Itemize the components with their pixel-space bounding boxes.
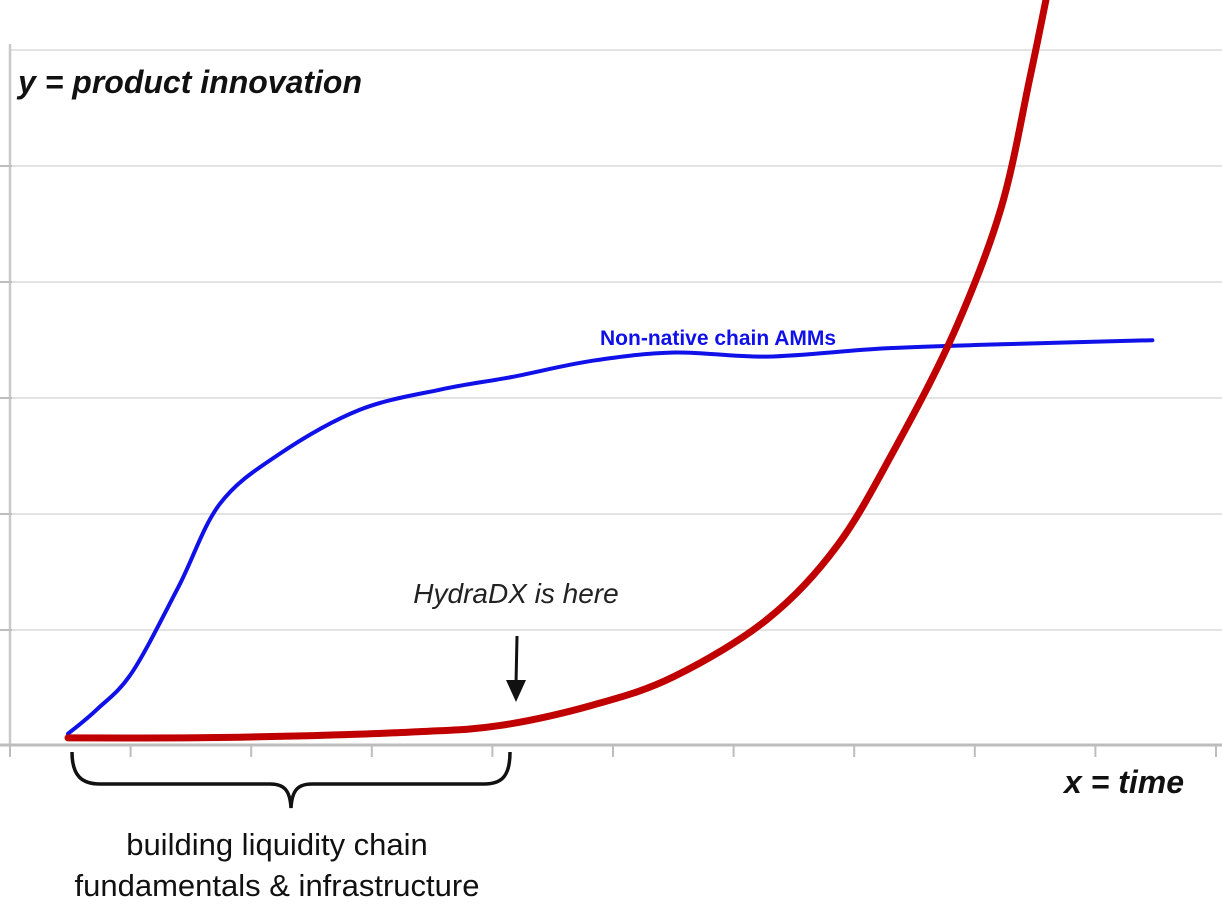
hydradx-annotation: HydraDX is here [413,578,618,609]
series-group [64,0,1155,742]
y-axis-label: y = product innovation [16,64,362,100]
series-line-non-native-amms [66,338,1155,736]
brace-label-line2: fundamentals & infrastructure [75,868,480,903]
axes [0,44,1222,757]
brace-label-line1: building liquidity chain [126,827,428,862]
bracket-brace [70,751,512,809]
x-axis-label: x = time [1062,764,1184,800]
series-label-non-native-amms: Non-native chain AMMs [600,327,836,350]
series-line-hydradx [64,0,1050,742]
hydradx-arrow [506,635,526,702]
